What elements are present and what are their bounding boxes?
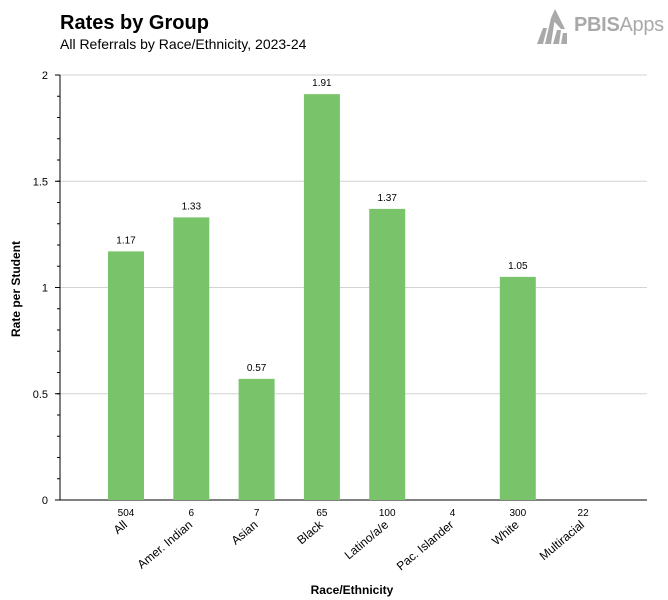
- x-tick-label: Multiracial: [537, 518, 587, 563]
- x-tick-label: Black: [294, 517, 326, 547]
- count-label: 4: [450, 508, 456, 519]
- count-label: 7: [254, 508, 260, 519]
- count-label: 65: [316, 508, 328, 519]
- data-label: 1.33: [182, 201, 202, 212]
- y-tick-label: 1.5: [33, 176, 48, 188]
- y-axis-title: Rate per Student: [9, 241, 23, 337]
- data-label: 1.37: [377, 193, 397, 204]
- bar: [108, 251, 144, 500]
- x-tick-label: Pac. Islander: [394, 518, 457, 574]
- y-tick-label: 0: [42, 495, 48, 507]
- pbisapps-logo-icon: [537, 9, 567, 44]
- count-label: 22: [578, 508, 590, 519]
- bar: [303, 94, 340, 500]
- x-tick-label: White: [489, 517, 522, 548]
- bar: [369, 208, 406, 500]
- logo-wordmark: PBISApps: [574, 14, 664, 36]
- count-label: 100: [379, 508, 396, 519]
- data-label: 1.91: [312, 78, 332, 89]
- chart-title: Rates by Group: [60, 12, 209, 34]
- x-axis-title: Race/Ethnicity: [311, 583, 394, 597]
- chart-subtitle: All Referrals by Race/Ethnicity, 2023-24: [60, 36, 307, 52]
- y-tick-label: 2: [42, 70, 48, 82]
- x-tick-label: Amer. Indian: [135, 518, 196, 572]
- x-tick-label: All: [111, 518, 130, 537]
- bar: [173, 217, 210, 500]
- x-tick-label: Latino/a/e: [342, 517, 392, 562]
- y-tick-label: 0.5: [33, 389, 48, 401]
- count-label: 504: [118, 508, 135, 519]
- bar: [238, 378, 275, 500]
- x-tick-label: Asian: [229, 518, 261, 548]
- data-label: 1.17: [116, 235, 136, 246]
- count-label: 300: [509, 508, 526, 519]
- count-label: 6: [189, 508, 195, 519]
- data-label: 1.05: [508, 261, 528, 272]
- y-tick-label: 1: [42, 283, 48, 295]
- data-label: 0.57: [247, 363, 267, 374]
- bar: [499, 276, 536, 500]
